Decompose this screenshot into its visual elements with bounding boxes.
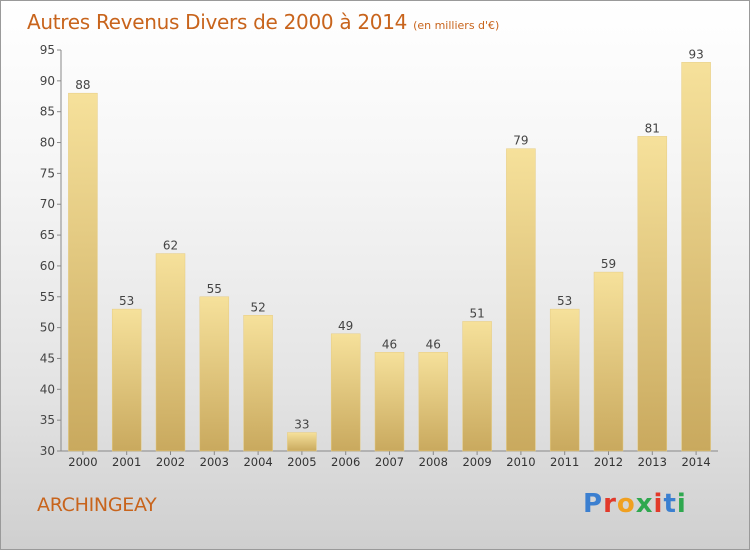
x-tick-label-2003: 2003 [200,455,229,469]
logo-letter: x [635,489,654,519]
x-tick-label-2000: 2000 [68,455,97,469]
bar-2008 [418,352,449,452]
logo-letter: o [616,489,636,519]
data-label-2006: 49 [338,319,353,333]
y-tick-label: 65 [40,228,55,242]
data-label-2007: 46 [382,337,397,351]
x-tick-label-2012: 2012 [594,455,623,469]
x-tick-label-2005: 2005 [287,455,316,469]
logo-letter: P [583,489,604,519]
y-tick-label: 70 [40,197,55,211]
bar-2004 [243,315,273,452]
commune-name: ARCHINGEAY [37,494,157,516]
bar-2012 [593,271,624,452]
bar-2000 [68,92,98,452]
data-label-2001: 53 [119,294,134,308]
bar-2001 [111,308,142,452]
y-tick-label: 60 [40,259,55,273]
logo-letter: i [653,489,664,519]
data-label-2010: 79 [513,134,528,148]
bar-2009 [462,321,492,452]
x-tick-label-2013: 2013 [638,455,667,469]
y-tick-label: 50 [40,321,55,335]
proxiti-logo[interactable]: Proxiti [583,489,687,519]
bar-2013 [637,136,668,452]
x-tick-label-2009: 2009 [462,455,491,469]
y-tick-label: 90 [40,74,55,88]
chart-title: Autres Revenus Divers de 2000 à 2014 [27,10,408,34]
y-tick-label: 85 [40,105,55,119]
bar-2007 [374,352,405,452]
y-tick-label: 80 [40,136,55,150]
x-tick-label-2002: 2002 [156,455,185,469]
data-label-2000: 88 [75,78,90,92]
bar-2002 [155,253,186,452]
logo-letter: r [603,489,617,519]
y-tick-label: 55 [40,290,55,304]
bar-2010 [506,148,536,452]
y-tick-label: 75 [40,166,55,180]
x-tick-label-2010: 2010 [506,455,535,469]
data-label-2003: 55 [207,282,222,296]
bar-2003 [199,296,230,452]
data-label-2013: 81 [645,121,660,135]
logo-letter: t [663,489,677,519]
bar-2011 [549,308,580,452]
data-label-2002: 62 [163,239,178,253]
x-tick-label-2007: 2007 [375,455,404,469]
x-tick-label-2006: 2006 [331,455,360,469]
bars: 88 53 62 55 52 33 49 46 46 51 79 53 59 81 93 [68,47,711,452]
data-label-2014: 93 [688,47,703,61]
x-tick-label-2011: 2011 [550,455,579,469]
x-tick-label-2008: 2008 [419,455,448,469]
data-label-2011: 53 [557,294,572,308]
chart-title-row: Autres Revenus Divers de 2000 à 2014 (en … [27,10,499,34]
data-label-2004: 52 [250,300,265,314]
bar-2006 [330,333,361,452]
x-tick-label-2004: 2004 [243,455,272,469]
data-label-2005: 33 [294,417,309,431]
x-tick-label-2001: 2001 [112,455,141,469]
bar-2005 [287,432,317,452]
y-tick-label: 40 [40,382,55,396]
logo-letter: i [676,489,687,519]
data-label-2009: 51 [469,306,484,320]
bar-2014 [681,62,711,452]
x-tick-label-2014: 2014 [681,455,710,469]
chart-unit: (en milliers d'€) [413,19,500,32]
y-tick-label: 95 [40,43,55,57]
y-tick-label: 45 [40,351,55,365]
y-tick-label: 30 [40,444,55,458]
data-label-2012: 59 [601,257,616,271]
data-label-2008: 46 [426,337,441,351]
y-tick-label: 35 [40,413,55,427]
